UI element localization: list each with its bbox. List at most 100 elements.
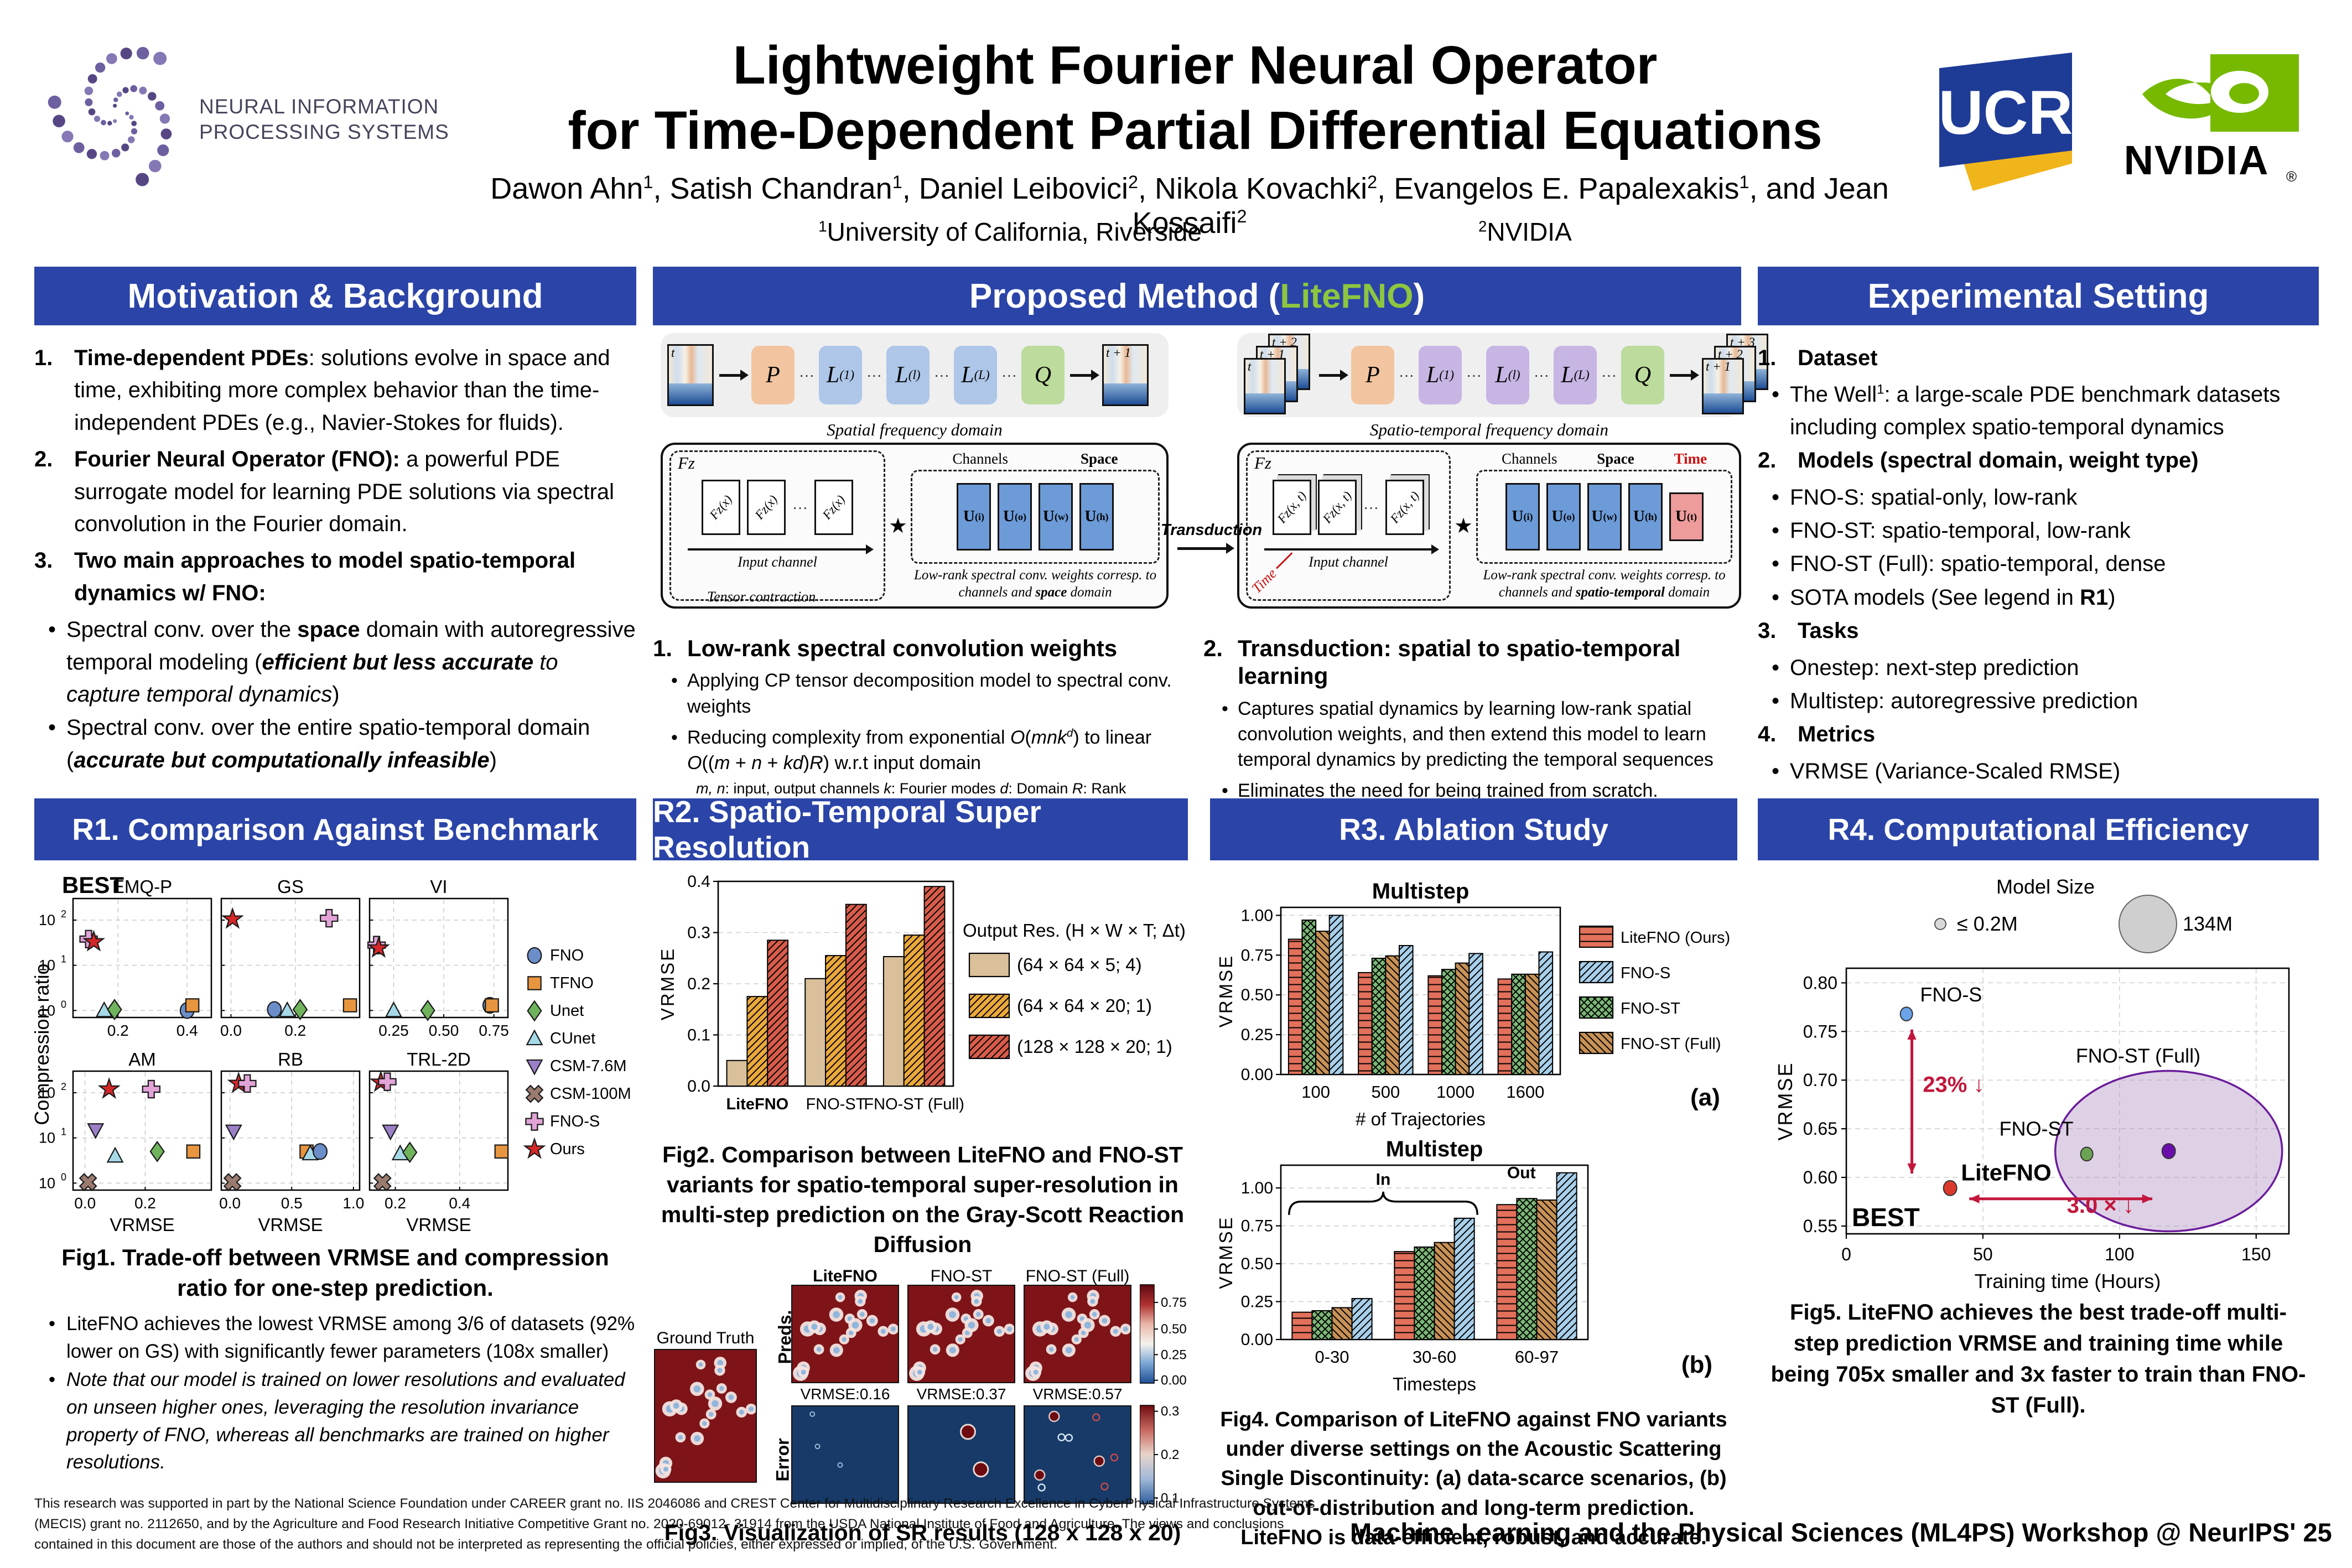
- svg-text:3.0 × ↓: 3.0 × ↓: [2067, 1193, 2134, 1218]
- fig3-col-fnost: FNO-ST: [930, 1267, 993, 1286]
- method-col-2: 2. Transduction: spatial to spatio-tempor…: [1187, 635, 1741, 804]
- svg-text:FNO-S: FNO-S: [1920, 983, 1982, 1006]
- svg-text:VI: VI: [430, 876, 447, 897]
- poster-title-line1: Lightweight Fourier Neural Operator: [733, 35, 1658, 95]
- weight-u-w: U (w): [1039, 482, 1073, 551]
- motivation-bullet-2: Spectral conv. over the entire spatio-te…: [38, 712, 636, 776]
- pipeline-block-q: Q: [1021, 346, 1065, 404]
- neurips-logo-line2: PROCESSING SYSTEMS: [199, 121, 449, 144]
- svg-text:0: 0: [1841, 1244, 1851, 1264]
- weights-side-spatial: Channels Space U (i) U (o) U (w) U (h) Low-r…: [911, 450, 1160, 601]
- pde-thumb-t1: t + 1: [1102, 344, 1149, 406]
- svg-text:(128 × 128 × 20; 1): (128 × 128 × 20; 1): [1017, 1036, 1172, 1057]
- fig4-caption: Fig4. Comparison of LiteFNO against FNO …: [1220, 1408, 1727, 1549]
- r3-content: Multistep 0.00 0.25 0.50 0.75 1.00 100 500 1000 1…: [1210, 873, 1737, 1553]
- fig4a-chart: Multistep 0.00 0.25 0.50 0.75 1.00 100 500 1000 1…: [1210, 873, 1737, 1135]
- poster-title-line2: for Time-Dependent Partial Differential …: [568, 100, 1823, 160]
- svg-text:0.75: 0.75: [1161, 1295, 1187, 1310]
- r1-content: BEST Compression ratio EMQ-P 10 0 10 1 10 2 0.2 0.…: [30, 872, 636, 1477]
- svg-text:0.65: 0.65: [1803, 1119, 1837, 1139]
- svg-text:0.70: 0.70: [1803, 1070, 1837, 1090]
- motivation-bullet-1: Spectral conv. over the space domain wit…: [38, 614, 636, 710]
- experimental-title: Experimental Setting: [1867, 277, 2209, 315]
- svg-text:CSM-7.6M: CSM-7.6M: [550, 1057, 627, 1075]
- r1-bullet-1: LiteFNO achieves the lowest VRMSE among …: [66, 1312, 635, 1362]
- svg-text:0.25: 0.25: [1161, 1348, 1187, 1363]
- svg-text:0.3: 0.3: [1161, 1404, 1179, 1419]
- svg-text:10: 10: [39, 1084, 55, 1101]
- svg-text:(64 × 64 × 5; 4): (64 × 64 × 5; 4): [1017, 954, 1142, 975]
- svg-text:0.50: 0.50: [1241, 1255, 1273, 1273]
- exp-group-dataset: Dataset: [1798, 346, 1878, 370]
- svg-text:0.4: 0.4: [176, 1022, 198, 1039]
- r4-content: Model Size ≤ 0.2M 134M 0.55 0.60 0.65 0.70 0.75…: [1758, 871, 2319, 1421]
- svg-text:Timesteps: Timesteps: [1393, 1374, 1476, 1394]
- weight-u-o: U (o): [998, 482, 1032, 551]
- r1-bullet-2: Note that our model is trained on lower …: [66, 1369, 625, 1473]
- svg-text:FNO-ST (Full): FNO-ST (Full): [1621, 1035, 1721, 1053]
- svg-text:0.80: 0.80: [1803, 973, 1837, 993]
- neurips-logo: NEURAL INFORMATION PROCESSING SYSTEMS: [39, 22, 515, 221]
- svg-text:Unet: Unet: [550, 1002, 584, 1020]
- svg-text:1000: 1000: [1436, 1082, 1474, 1102]
- method-diagram-spatial: t P ··· L (1) ··· L (l) ··· L (L) ··· Q t +…: [661, 333, 1169, 609]
- svg-text:VRMSE: VRMSE: [110, 1214, 174, 1235]
- svg-text:0.3: 0.3: [687, 924, 710, 942]
- svg-text:0.2: 0.2: [134, 1195, 156, 1212]
- section-header-r4: R4. Computational Efficiency: [1758, 798, 2319, 860]
- method-bullets: 1. Low-rank spectral convolution weights …: [653, 635, 1741, 804]
- fig3-col-litefno: LiteFNO: [813, 1267, 878, 1286]
- svg-text:®: ®: [2286, 168, 2297, 185]
- svg-text:0.75: 0.75: [479, 1022, 509, 1039]
- svg-text:AM: AM: [128, 1049, 156, 1069]
- svg-text:0.75: 0.75: [1241, 1217, 1273, 1235]
- pipeline-block-l1: L (1): [818, 346, 862, 404]
- svg-text:60-97: 60-97: [1515, 1347, 1559, 1367]
- space-header: Space: [1081, 450, 1118, 467]
- svg-text:30-60: 30-60: [1413, 1347, 1456, 1367]
- spatiotemporal-detail-box: Fz Time Fz(x, t) Fz(x, t) ··· Fz(x, t) I…: [1237, 443, 1741, 609]
- fig1-caption: Fig1. Trade-off between VRMSE and compre…: [61, 1244, 609, 1301]
- exp-dataset-bullet: The Well1: a large-scale PDE benchmark d…: [1790, 382, 2281, 439]
- svg-text:134M: 134M: [2183, 912, 2232, 935]
- svg-text:FNO-S: FNO-S: [550, 1113, 600, 1130]
- acknowledgment: This research was supported in part by t…: [34, 1496, 1315, 1552]
- method-point-2-bullet-1: Captures spatial dynamics by learning lo…: [1212, 696, 1741, 773]
- svg-text:Model Size: Model Size: [1996, 875, 2095, 898]
- section-header-experimental: Experimental Setting: [1758, 267, 2319, 325]
- method-point-1-heading: Low-rank spectral convolution weights: [687, 635, 1118, 661]
- fig1-chart: BEST Compression ratio EMQ-P 10 0 10 1 10 2 0.2 0.…: [30, 872, 636, 1241]
- motivation-item-3: 3. Two main approaches to model spatio-te…: [34, 548, 576, 605]
- fig3-col-fnostfull: FNO-ST (Full): [1025, 1267, 1130, 1286]
- svg-text:50: 50: [1973, 1244, 1993, 1264]
- svg-text:0.5: 0.5: [281, 1195, 303, 1212]
- svg-text:VRMSE: VRMSE: [258, 1214, 323, 1235]
- method-title-post: ): [1413, 277, 1425, 315]
- svg-text:0.2: 0.2: [107, 1022, 129, 1039]
- spatial-detail-box: Fz Fz(x) Fz(x) ··· Fz(x) Input channel ★…: [661, 443, 1169, 609]
- svg-text:10: 10: [39, 957, 55, 974]
- fz-label: Fz: [678, 453, 695, 473]
- svg-text:FNO-ST: FNO-ST: [2000, 1117, 2074, 1140]
- svg-text:RB: RB: [278, 1049, 303, 1069]
- contraction-star-icon: ★: [889, 514, 908, 538]
- svg-text:0: 0: [61, 1171, 66, 1182]
- svg-text:BEST: BEST: [1852, 1203, 1920, 1232]
- svg-text:BEST: BEST: [62, 873, 124, 898]
- weight-mats-spatiotemporal: U (i) U (o) U (w) U (h) U (t): [1476, 470, 1732, 564]
- section-header-motivation: Motivation & Background: [34, 267, 636, 325]
- fig5-chart: Model Size ≤ 0.2M 134M 0.55 0.60 0.65 0.70 0.75…: [1758, 871, 2319, 1295]
- svg-text:100: 100: [1301, 1082, 1330, 1102]
- transduction-arrow-icon: [1177, 543, 1234, 554]
- fig5-caption: Fig5. LiteFNO achieves the best trade-of…: [1771, 1300, 2306, 1418]
- svg-text:Output Res. (H × W × T; Δt): Output Res. (H × W × T; Δt): [963, 920, 1186, 941]
- spatial-domain-label: Spatial frequency domain: [827, 420, 1003, 439]
- svg-text:0.2: 0.2: [687, 975, 710, 993]
- svg-text:Multistep: Multistep: [1386, 1137, 1483, 1161]
- section-header-r2: R2. Spatio-Temporal Super Resolution: [653, 795, 1188, 864]
- svg-text:FNO-ST: FNO-ST: [1621, 1000, 1680, 1017]
- svg-text:0.25: 0.25: [378, 1022, 409, 1039]
- method-point-1-bullet-1: Applying CP tensor decomposition model t…: [662, 668, 1187, 719]
- contraction-star-icon: ★: [1454, 514, 1473, 538]
- svg-text:0.4: 0.4: [449, 1195, 470, 1212]
